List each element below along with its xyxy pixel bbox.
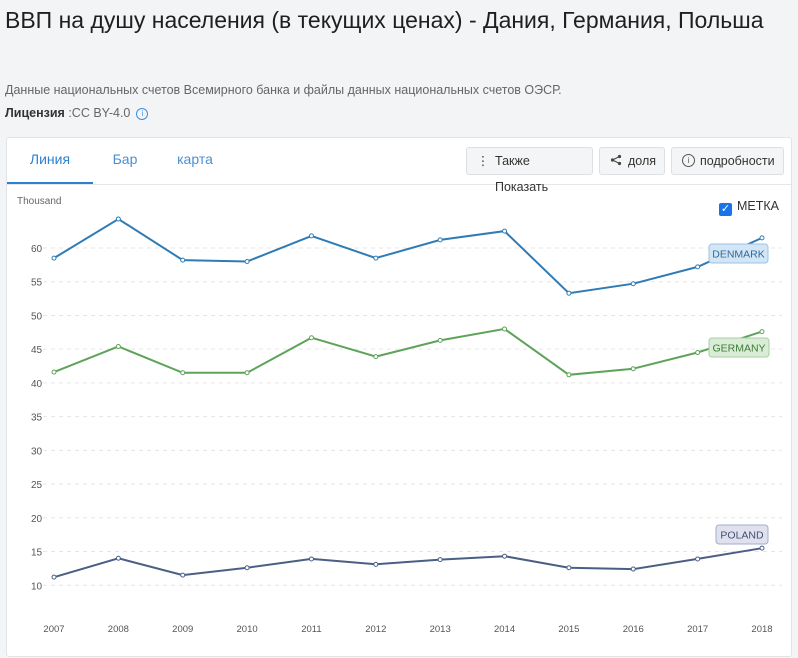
data-point-denmark[interactable] — [308, 233, 314, 239]
data-point-denmark[interactable] — [373, 255, 379, 261]
license-line: Лицензия :CC BY-4.0 i — [5, 106, 149, 120]
x-tick-label: 2015 — [558, 624, 579, 635]
label-toggle[interactable]: ✓ МЕТКА — [719, 199, 779, 216]
series-line-germany — [53, 327, 763, 376]
license-label: Лицензия — [5, 106, 65, 120]
series-line-denmark — [53, 217, 763, 295]
y-tick-label: 45 — [31, 345, 43, 356]
share-button[interactable]: доля — [599, 147, 665, 175]
data-point-poland[interactable] — [51, 574, 57, 580]
y-tick-label: 50 — [31, 311, 43, 322]
page-title: ВВП на душу населения (в текущих ценах) … — [5, 7, 764, 33]
data-point-germany[interactable] — [115, 343, 121, 349]
info-circle-icon: i — [682, 154, 695, 167]
series-label-box-poland — [715, 524, 769, 545]
data-point-germany[interactable] — [373, 354, 379, 360]
data-point-poland[interactable] — [630, 566, 636, 572]
x-tick-label: 2014 — [494, 624, 515, 635]
data-point-germany[interactable] — [695, 350, 701, 356]
data-point-denmark[interactable] — [759, 235, 765, 241]
data-point-germany[interactable] — [51, 369, 57, 375]
details-button[interactable]: i подробности — [671, 147, 784, 175]
share-icon — [609, 148, 623, 174]
tab-bar: Линия Бар карта ⋮ Также Показать доля i по… — [7, 138, 791, 194]
line-chart: Thousand 10 15 20 25 30 35 40 45 50 55 60 2007 2008 20… — [17, 196, 782, 635]
x-tick-label: 2009 — [172, 624, 193, 635]
series-label-box-denmark — [708, 243, 769, 264]
more-vertical-icon: ⋮ — [476, 154, 490, 168]
data-point-poland[interactable] — [115, 555, 121, 561]
data-point-poland[interactable] — [308, 556, 314, 562]
data-point-germany[interactable] — [630, 366, 636, 372]
data-point-poland[interactable] — [180, 572, 186, 578]
license-value: :CC BY-4.0 — [64, 106, 131, 120]
data-point-denmark[interactable] — [244, 258, 250, 264]
data-point-germany[interactable] — [759, 329, 765, 335]
y-tick-label: 40 — [31, 379, 43, 390]
x-tick-label: 2017 — [687, 624, 708, 635]
x-tick-label: 2010 — [237, 624, 258, 635]
data-point-germany[interactable] — [308, 335, 314, 341]
data-point-poland[interactable] — [437, 557, 443, 563]
x-tick-label: 2016 — [623, 624, 644, 635]
also-show-button[interactable]: ⋮ Также Показать — [466, 147, 593, 194]
share-label: доля — [628, 154, 657, 168]
data-point-denmark[interactable] — [566, 290, 572, 296]
data-point-germany[interactable] — [244, 370, 250, 376]
data-point-germany[interactable] — [437, 337, 443, 343]
tab-map[interactable]: карта — [177, 151, 213, 167]
data-point-denmark[interactable] — [502, 228, 508, 234]
data-point-denmark[interactable] — [180, 257, 186, 263]
data-point-germany[interactable] — [566, 372, 572, 378]
data-point-germany[interactable] — [180, 370, 186, 376]
y-tick-label: 60 — [31, 244, 43, 255]
data-point-denmark[interactable] — [695, 264, 701, 270]
y-tick-label: 10 — [31, 581, 43, 592]
series-label-germany: GERMANY — [712, 343, 765, 355]
data-point-poland[interactable] — [566, 565, 572, 571]
data-point-denmark[interactable] — [437, 237, 443, 243]
x-tick-label: 2008 — [108, 624, 129, 635]
label-toggle-text: МЕТКА — [737, 199, 780, 213]
x-tick-label: 2007 — [43, 624, 64, 635]
series-label-box-germany — [708, 337, 770, 358]
data-point-germany[interactable] — [502, 326, 508, 332]
y-tick-label: 35 — [31, 413, 43, 424]
y-tick-label: 55 — [31, 278, 43, 289]
x-tick-label: 2013 — [430, 624, 451, 635]
series-line-poland — [53, 547, 763, 579]
y-axis-label: Thousand — [17, 196, 61, 207]
details-label: подробности — [700, 154, 775, 168]
tab-bar-chart[interactable]: Бар — [112, 151, 138, 167]
x-tick-label: 2018 — [751, 624, 772, 635]
data-point-denmark[interactable] — [115, 216, 121, 222]
data-point-poland[interactable] — [759, 545, 765, 551]
source-note: Данные национальных счетов Всемирного ба… — [5, 83, 562, 97]
data-point-denmark[interactable] — [51, 255, 57, 261]
x-tick-label: 2011 — [301, 624, 321, 635]
series-label-poland: POLAND — [720, 530, 764, 542]
data-point-poland[interactable] — [502, 553, 508, 559]
data-point-poland[interactable] — [373, 561, 379, 567]
info-icon[interactable]: i — [136, 108, 149, 120]
y-tick-label: 30 — [31, 446, 43, 457]
data-point-poland[interactable] — [695, 556, 701, 562]
data-point-denmark[interactable] — [630, 281, 636, 287]
y-tick-label: 15 — [31, 548, 43, 559]
y-tick-label: 20 — [31, 514, 43, 525]
x-tick-label: 2012 — [365, 624, 386, 635]
series-label-denmark: DENMARK — [712, 249, 765, 261]
also-show-label: Также Показать — [495, 154, 549, 194]
data-point-poland[interactable] — [244, 565, 250, 571]
tab-line[interactable]: Линия — [7, 138, 93, 184]
checkbox-checked-icon[interactable]: ✓ — [719, 203, 732, 216]
chart-card: Линия Бар карта ⋮ Также Показать доля i по… — [6, 137, 792, 657]
y-tick-label: 25 — [31, 480, 43, 491]
